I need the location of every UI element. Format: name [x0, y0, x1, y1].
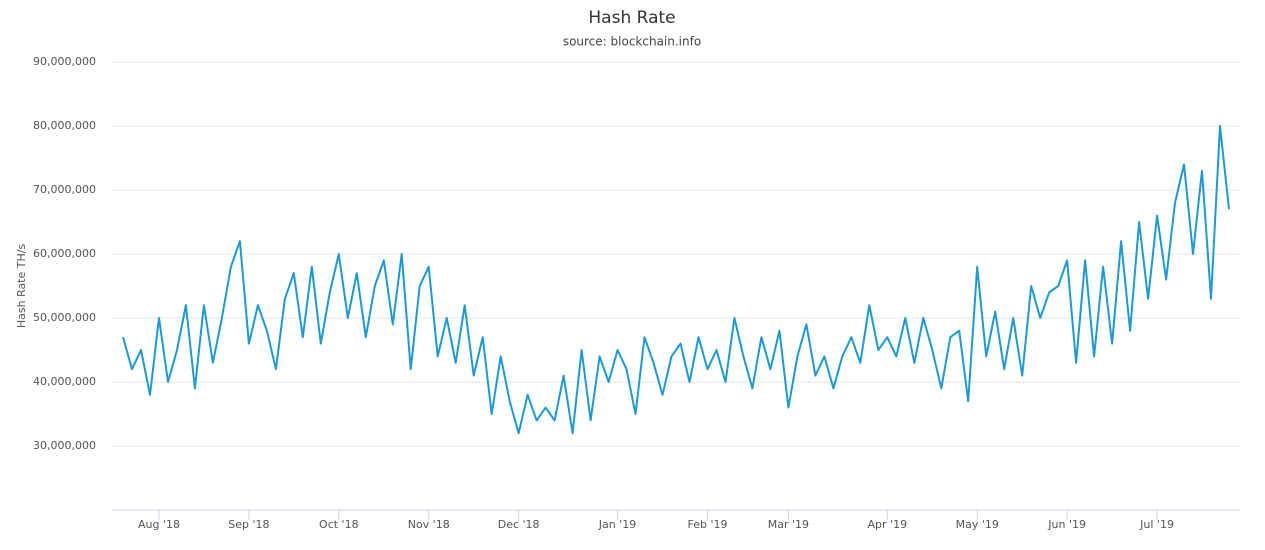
x-tick-label: Jan '19 — [598, 518, 636, 531]
y-axis-title: Hash Rate TH/s — [15, 244, 28, 329]
x-tick-label: Nov '18 — [408, 518, 450, 531]
x-tick-label: May '19 — [956, 518, 999, 531]
y-tick-label: 70,000,000 — [33, 183, 96, 196]
y-tick-label: 60,000,000 — [33, 247, 96, 260]
x-tick-label: Aug '18 — [138, 518, 180, 531]
x-tick-label: Dec '18 — [498, 518, 540, 531]
y-tick-label: 80,000,000 — [33, 119, 96, 132]
y-tick-label: 50,000,000 — [33, 311, 96, 324]
y-tick-label: 40,000,000 — [33, 375, 96, 388]
chart-title: Hash Rate — [588, 8, 675, 28]
y-tick-label: 30,000,000 — [33, 439, 96, 452]
data-line — [122, 125, 1230, 435]
x-tick-label: Jul '19 — [1139, 518, 1174, 531]
x-tick-label: Feb '19 — [687, 518, 727, 531]
y-tick-label: 90,000,000 — [33, 55, 96, 68]
chart-subtitle: source: blockchain.info — [563, 35, 701, 49]
x-tick-label: Jun '19 — [1047, 518, 1086, 531]
x-tick-label: Sep '18 — [228, 518, 269, 531]
x-tick-label: Apr '19 — [868, 518, 908, 531]
x-tick-label: Oct '18 — [319, 518, 359, 531]
x-tick-label: Mar '19 — [768, 518, 809, 531]
